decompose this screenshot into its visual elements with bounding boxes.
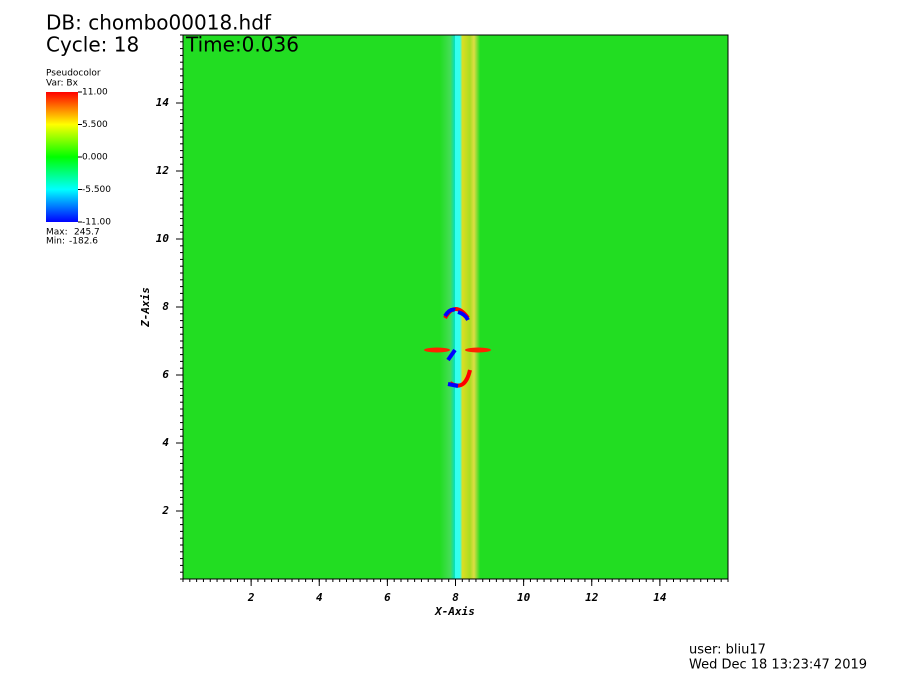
- x-tick-label: 10: [517, 591, 531, 604]
- y-tick-label: 14: [156, 96, 170, 109]
- user-label: user: bliu17: [689, 643, 766, 658]
- cycle-label: Cycle: 18: [46, 33, 139, 57]
- db-title: DB: chombo00018.hdf: [46, 11, 272, 35]
- colorbar-tick-label: 11.00: [82, 88, 108, 98]
- max-value: 245.7: [74, 228, 100, 238]
- x-tick-label: 14: [653, 591, 667, 604]
- y-tick-label: 2: [161, 504, 169, 517]
- min-value: -182.6: [69, 237, 98, 247]
- field-feature: [465, 347, 491, 353]
- colorbar-tick-label: 0.000: [82, 153, 108, 163]
- field-stripe-core: [455, 35, 460, 579]
- colorbar-tick-label: -11.00: [82, 218, 111, 228]
- x-tick-label: 12: [585, 591, 599, 604]
- colorbar-tick-label: -5.500: [82, 185, 111, 195]
- y-tick-label: 10: [156, 232, 170, 245]
- x-tick-label: 6: [384, 591, 391, 604]
- field-feature: [443, 307, 456, 318]
- max-label: Max:: [46, 228, 68, 238]
- colorbar-tick-label: 5.500: [82, 120, 108, 130]
- x-tick-label: 8: [452, 591, 459, 604]
- field-feature: [447, 382, 459, 388]
- y-tick-label: 6: [162, 368, 169, 381]
- field-feature: [446, 348, 457, 362]
- date-label: Wed Dec 18 13:23:47 2019: [689, 658, 867, 673]
- field-feature: [424, 347, 450, 353]
- x-tick-label: 4: [316, 591, 323, 604]
- min-label: Min:: [46, 237, 65, 247]
- x-tick-label: 2: [247, 591, 255, 604]
- legend-title: Pseudocolor: [46, 69, 101, 79]
- y-axis-label: Z-Axis: [139, 287, 152, 328]
- legend-variable: Var: Bx: [46, 79, 79, 89]
- field: [183, 35, 728, 579]
- y-tick-label: 12: [156, 164, 170, 177]
- field-feature: [457, 310, 470, 321]
- colorbar: [46, 92, 78, 222]
- x-axis-label: X-Axis: [434, 605, 475, 618]
- y-tick-label: 4: [162, 436, 169, 449]
- y-tick-label: 8: [162, 300, 169, 313]
- time-label: Time:0.036: [185, 33, 299, 57]
